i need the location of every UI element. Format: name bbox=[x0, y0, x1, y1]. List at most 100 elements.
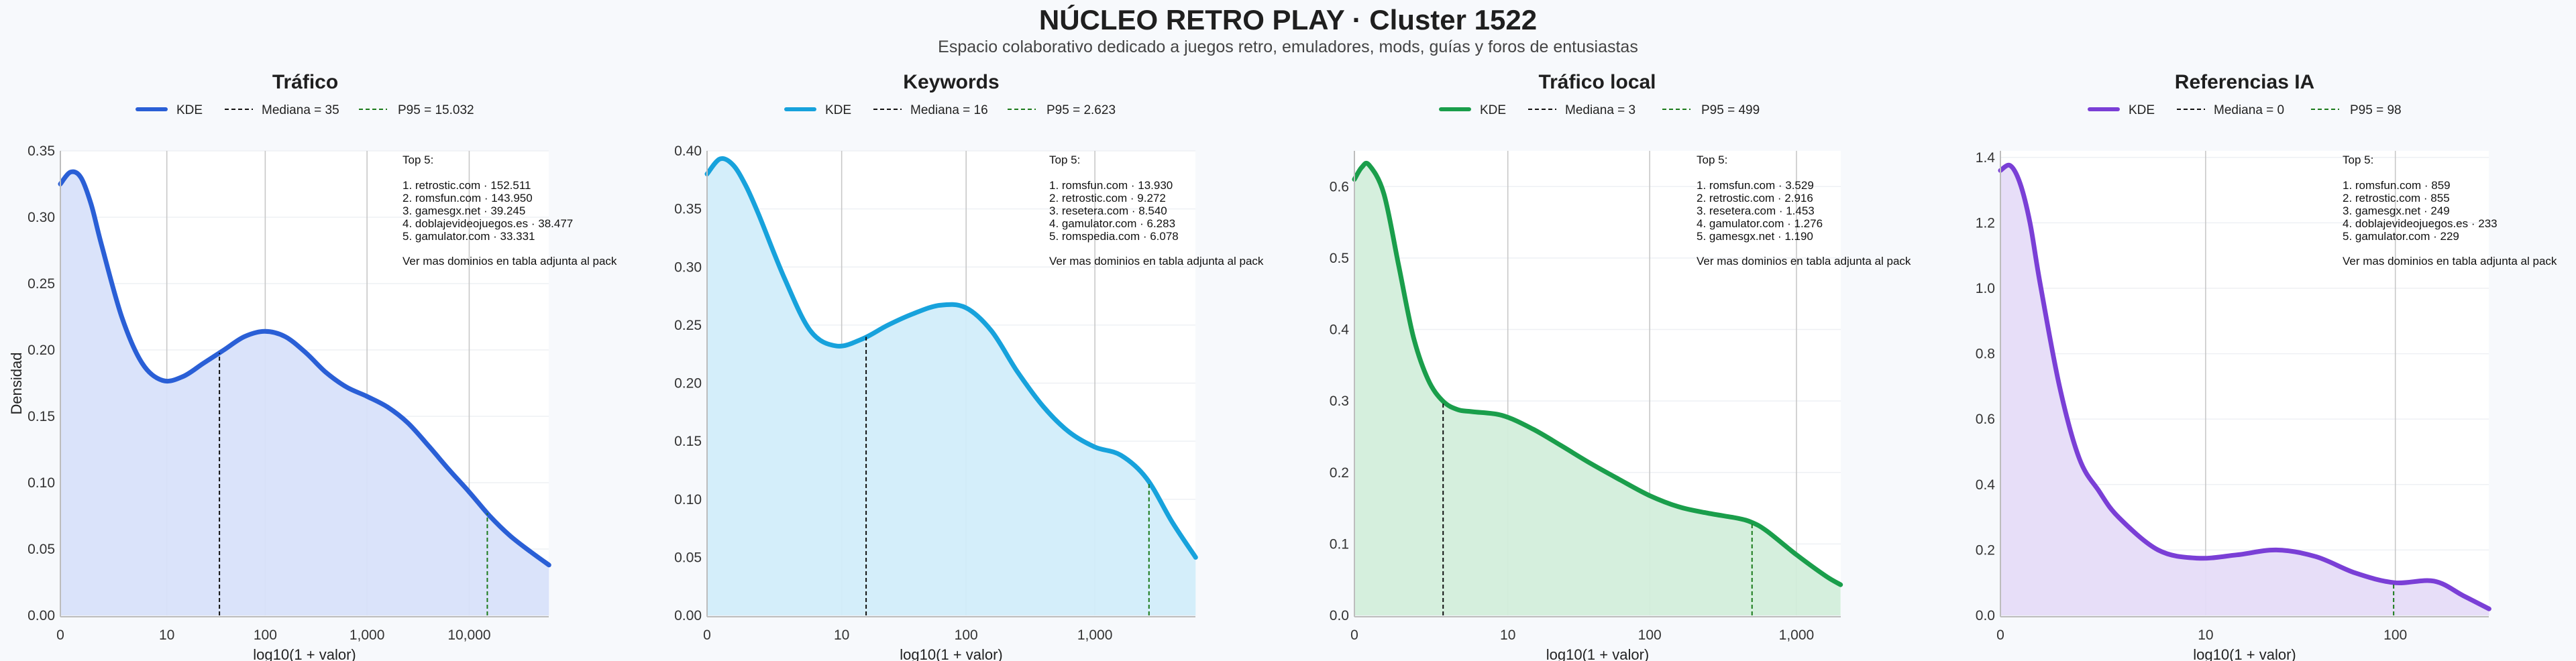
y-tick-label: 0.0 bbox=[1976, 608, 1995, 623]
top5-item: 3. resetera.com · 8.540 bbox=[1049, 204, 1167, 217]
legend-label-p95: P95 = 98 bbox=[2350, 103, 2402, 117]
chart-panel-3: 0.0 0.1 0.2 0.3 0.4 0.5 0.6 0 10 100 1,000 log10(1 … bbox=[1330, 71, 1911, 661]
y-tick-label: 0.8 bbox=[1976, 347, 1995, 362]
chart-panel-1: 0.00 0.05 0.10 0.15 0.20 0.25 0.30 0.35 0 10 100 1,… bbox=[28, 71, 617, 661]
x-tick-label: 100 bbox=[2383, 627, 2407, 643]
y-tick-label: 0.35 bbox=[28, 143, 55, 159]
y-tick-label: 0.30 bbox=[674, 259, 702, 275]
legend-label-median: Mediana = 0 bbox=[2214, 103, 2284, 117]
chart-title: Tráfico bbox=[272, 71, 338, 93]
y-tick-label: 0.00 bbox=[674, 608, 702, 623]
y-tick-label: 0.25 bbox=[28, 276, 55, 292]
chart-title: Keywords bbox=[903, 71, 999, 93]
x-tick-label: 100 bbox=[1638, 627, 1662, 643]
y-tick-label: 0.30 bbox=[28, 210, 55, 225]
legend-label-median: Mediana = 16 bbox=[910, 103, 988, 117]
top5-item: 1. retrostic.com · 152.511 bbox=[402, 179, 531, 192]
y-tick-label: 1.0 bbox=[1976, 281, 1995, 296]
kde-area bbox=[2000, 165, 2489, 615]
top5-item: 2. romsfun.com · 143.950 bbox=[402, 192, 533, 204]
top5-header: Top 5: bbox=[2343, 154, 2373, 166]
top5-item: 4. doblajevideojuegos.es · 233 bbox=[2343, 217, 2498, 230]
y-tick-label: 0.05 bbox=[674, 550, 702, 565]
legend-label-kde: KDE bbox=[1480, 103, 1506, 117]
y-tick-label: 1.4 bbox=[1976, 150, 1996, 166]
top5-item: 2. retrostic.com · 855 bbox=[2343, 192, 2450, 204]
top5-item: 5. gamulator.com · 229 bbox=[2343, 230, 2459, 243]
y-tick-label: 0.5 bbox=[1330, 251, 1349, 266]
top5-footer: Ver mas dominios en tabla adjunta al pac… bbox=[402, 255, 617, 267]
legend-label-p95: P95 = 2.623 bbox=[1046, 103, 1116, 117]
y-tick-label: 0.4 bbox=[1976, 477, 1996, 493]
x-tick-label: 100 bbox=[955, 627, 978, 643]
top5-item: 5. gamesgx.net · 1.190 bbox=[1697, 230, 1813, 243]
x-tick-label: 10 bbox=[1500, 627, 1515, 643]
y-tick-label: 1.2 bbox=[1976, 215, 1995, 231]
top5-item: 2. retrostic.com · 2.916 bbox=[1697, 192, 1813, 204]
y-tick-label: 0.0 bbox=[1330, 608, 1349, 623]
y-tick-label: 0.20 bbox=[28, 343, 55, 358]
legend-label-p95: P95 = 499 bbox=[1701, 103, 1760, 117]
legend-label-p95: P95 = 15.032 bbox=[398, 103, 474, 117]
x-axis-label: log10(1 + valor) bbox=[253, 646, 356, 661]
x-tick-label: 0 bbox=[703, 627, 711, 643]
kde-line bbox=[1352, 160, 1843, 587]
top5-header: Top 5: bbox=[402, 154, 433, 166]
top5-item: 3. resetera.com · 1.453 bbox=[1697, 204, 1815, 217]
y-tick-label: 0.25 bbox=[674, 318, 702, 333]
kde-line bbox=[58, 169, 551, 568]
top5-header: Top 5: bbox=[1697, 154, 1727, 166]
y-tick-label: 0.10 bbox=[674, 492, 702, 507]
chart-panel-4: 0.0 0.2 0.4 0.6 0.8 1.0 1.2 1.4 0 10 100 log10(1 + … bbox=[1976, 71, 2557, 661]
top5-item: 3. gamesgx.net · 39.245 bbox=[402, 204, 525, 217]
x-tick-label: 10 bbox=[159, 627, 174, 643]
chart-title: Tráfico local bbox=[1538, 71, 1656, 93]
x-tick-label: 10 bbox=[834, 627, 849, 643]
top5-item: 2. retrostic.com · 9.272 bbox=[1049, 192, 1166, 204]
x-tick-label: 1,000 bbox=[1077, 627, 1113, 643]
legend-label-kde: KDE bbox=[825, 103, 851, 117]
top5-item: 5. gamulator.com · 33.331 bbox=[402, 230, 535, 243]
top5-item: 1. romsfun.com · 13.930 bbox=[1049, 179, 1173, 192]
legend-label-kde: KDE bbox=[176, 103, 203, 117]
y-tick-label: 0.05 bbox=[28, 542, 55, 557]
page-subtitle: Espacio colaborativo dedicado a juegos r… bbox=[938, 38, 1638, 56]
x-axis-label: log10(1 + valor) bbox=[2193, 646, 2296, 661]
kde-area bbox=[60, 172, 549, 616]
x-tick-label: 10 bbox=[2198, 627, 2213, 643]
kde-line bbox=[704, 156, 1198, 560]
y-tick-label: 0.15 bbox=[674, 434, 702, 449]
x-tick-label: 10,000 bbox=[447, 627, 490, 643]
top5-item: 1. romsfun.com · 3.529 bbox=[1697, 179, 1814, 192]
y-tick-label: 0.2 bbox=[1330, 465, 1349, 481]
y-tick-label: 0.4 bbox=[1330, 322, 1350, 338]
y-tick-label: 0.00 bbox=[28, 608, 55, 623]
y-tick-label: 0.2 bbox=[1976, 542, 1995, 558]
kde-line bbox=[1998, 162, 2491, 611]
y-tick-label: 0.40 bbox=[674, 143, 702, 159]
legend-label-kde: KDE bbox=[2129, 103, 2155, 117]
y-axis-label: Densidad bbox=[8, 353, 25, 415]
top5-item: 1. romsfun.com · 859 bbox=[2343, 179, 2451, 192]
y-tick-label: 0.20 bbox=[674, 376, 702, 392]
kde-area bbox=[707, 158, 1196, 616]
x-axis-label: log10(1 + valor) bbox=[900, 646, 1002, 661]
x-tick-label: 1,000 bbox=[350, 627, 385, 643]
top5-item: 4. doblajevideojuegos.es · 38.477 bbox=[402, 217, 573, 230]
legend-label-median: Mediana = 3 bbox=[1565, 103, 1635, 117]
y-tick-label: 0.3 bbox=[1330, 394, 1349, 409]
top5-footer: Ver mas dominios en tabla adjunta al pac… bbox=[2343, 255, 2557, 267]
top5-item: 4. gamulator.com · 6.283 bbox=[1049, 217, 1175, 230]
x-tick-label: 1,000 bbox=[1779, 627, 1815, 643]
top5-item: 5. romspedia.com · 6.078 bbox=[1049, 230, 1179, 243]
top5-footer: Ver mas dominios en tabla adjunta al pac… bbox=[1049, 255, 1264, 267]
y-tick-label: 0.35 bbox=[674, 202, 702, 217]
chart-title: Referencias IA bbox=[2175, 71, 2314, 93]
x-tick-label: 0 bbox=[1996, 627, 2004, 643]
y-tick-label: 0.6 bbox=[1330, 179, 1349, 194]
top5-footer: Ver mas dominios en tabla adjunta al pac… bbox=[1697, 255, 1911, 267]
page-title: NÚCLEO RETRO PLAY · Cluster 1522 bbox=[1038, 4, 1538, 36]
x-axis-label: log10(1 + valor) bbox=[1546, 646, 1649, 661]
